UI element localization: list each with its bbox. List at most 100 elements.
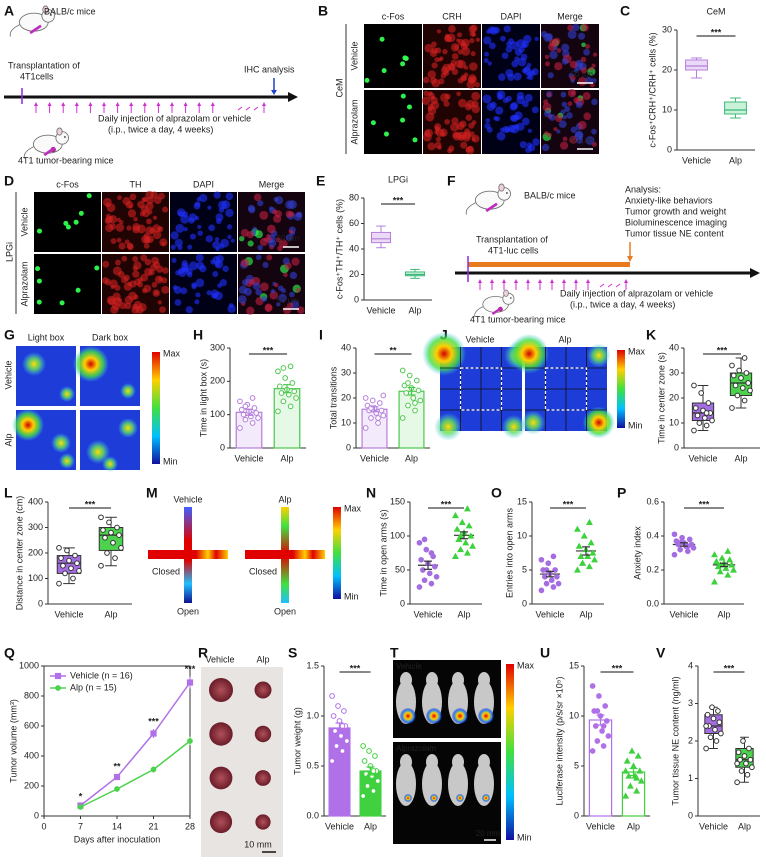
color-bar <box>506 664 514 840</box>
data-point <box>405 380 411 386</box>
cell <box>505 69 514 78</box>
cell <box>554 114 563 123</box>
cell <box>296 287 301 293</box>
series-line <box>80 682 191 807</box>
cell <box>183 227 188 232</box>
data-point <box>329 758 335 764</box>
region-label: LPGi <box>4 242 14 262</box>
data-point <box>691 382 697 389</box>
cell <box>162 206 169 213</box>
data-point <box>332 728 338 734</box>
arm-label: Closed <box>152 566 180 576</box>
y-tick-label: 400 <box>28 496 43 506</box>
cell <box>571 91 576 96</box>
data-point <box>703 745 709 752</box>
center-zone <box>544 367 588 411</box>
data-point <box>403 390 410 396</box>
data-point <box>458 518 466 525</box>
row-label: Alprazolam <box>19 261 29 306</box>
data-point <box>237 398 243 405</box>
data-point <box>339 723 346 729</box>
data-point <box>734 760 740 767</box>
heat-spot <box>586 343 611 368</box>
data-point <box>633 774 641 781</box>
cell <box>483 36 492 45</box>
data-point <box>741 355 748 361</box>
cell <box>451 53 459 60</box>
data-point <box>242 416 249 423</box>
data-point <box>626 782 634 789</box>
panel-letter: O <box>491 485 502 501</box>
data-point <box>713 738 720 744</box>
lum-signal <box>426 708 442 724</box>
cell <box>199 193 208 203</box>
y-tick-label: 30 <box>669 367 679 377</box>
cell <box>262 261 269 269</box>
y-axis-label: Time in light box (s) <box>198 359 208 437</box>
data-point <box>698 390 705 396</box>
data-point <box>287 403 294 410</box>
cell <box>461 41 467 47</box>
cell <box>585 76 593 84</box>
cell <box>528 74 534 81</box>
y-tick-label: 0.0 <box>306 810 319 820</box>
data-point <box>703 410 710 416</box>
lum-signal <box>456 794 464 802</box>
heat-spot <box>72 346 109 382</box>
cell <box>436 29 441 34</box>
cell <box>278 293 287 303</box>
cell <box>261 295 268 302</box>
significance-label: *** <box>350 663 361 673</box>
heat-spot <box>422 331 467 376</box>
heat-spot <box>582 406 615 439</box>
data-point <box>628 747 636 754</box>
cell <box>174 299 182 306</box>
cell <box>423 90 430 97</box>
cell <box>253 193 262 202</box>
data-point <box>405 402 411 409</box>
y-axis-label: c-Fos⁺TH⁺/TH⁺ cells (%) <box>334 199 344 299</box>
scale-label: 50 μm <box>571 70 594 79</box>
data-point <box>375 778 381 784</box>
color-bar-label: Min <box>628 420 643 430</box>
diagram-label: Transplantation of <box>476 234 548 244</box>
panel-letter: L <box>4 485 13 501</box>
data-point <box>589 549 597 556</box>
data-point <box>66 557 72 564</box>
y-axis-label: Time in open arms (s) <box>378 509 388 596</box>
data-point <box>380 412 387 419</box>
x-tick-label: Alp <box>104 609 117 619</box>
cell <box>181 260 188 267</box>
cell <box>465 114 473 121</box>
panel-letter: N <box>366 485 376 501</box>
data-point <box>104 550 110 556</box>
cell <box>144 236 152 244</box>
cell <box>105 223 114 233</box>
cell <box>544 61 551 67</box>
mouse-drawing <box>465 183 511 215</box>
cell <box>510 101 519 110</box>
scale-label: 20 mm <box>476 829 501 838</box>
data-point <box>112 555 118 561</box>
data-point <box>114 524 120 531</box>
data-point <box>694 412 701 419</box>
cell <box>199 265 207 273</box>
injection-arrowhead <box>61 102 66 106</box>
cell <box>65 224 71 230</box>
cell <box>580 56 587 63</box>
data-point <box>584 552 592 559</box>
diagram-label: 4T1-luc cells <box>488 245 539 255</box>
data-point <box>739 385 746 391</box>
row-label: Vehicle <box>19 207 29 236</box>
panel-letter: T <box>390 645 399 661</box>
cell <box>581 42 586 48</box>
x-tick-label: Vehicle <box>54 609 83 619</box>
panel-letter: C <box>620 3 630 19</box>
x-tick-label: Vehicle <box>234 453 263 463</box>
cell <box>434 126 441 132</box>
data-point <box>361 758 368 764</box>
cell <box>188 261 198 271</box>
data-point <box>255 415 261 421</box>
y-tick-label: 20 <box>669 392 679 402</box>
box <box>685 59 708 71</box>
